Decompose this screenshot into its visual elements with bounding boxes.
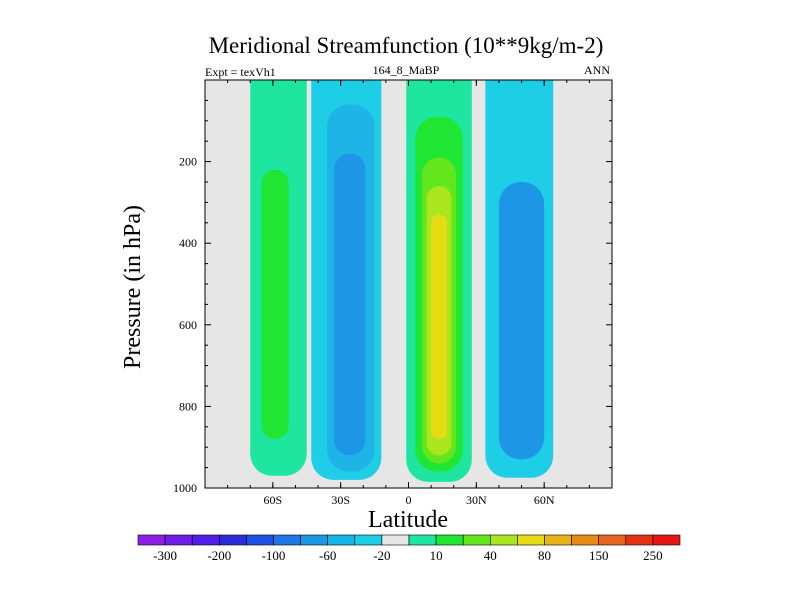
- season-label: ANN: [584, 63, 610, 77]
- colorbar: [137, 534, 681, 546]
- y-axis-label: Pressure (in hPa): [120, 205, 146, 369]
- x-tick-label: 30N: [466, 493, 487, 507]
- colorbar-swatch: [517, 534, 545, 546]
- colorbar-swatch: [435, 534, 464, 546]
- experiment-label: Expt = texVh1: [205, 65, 276, 79]
- colorbar-label: -100: [262, 548, 286, 563]
- y-tick-label: 400: [179, 236, 197, 250]
- colorbar-swatch: [219, 534, 247, 546]
- colorbar-label: 80: [538, 548, 551, 563]
- colorbar-swatch: [571, 534, 599, 546]
- colorbar-swatch: [408, 534, 437, 546]
- colorbar-label: 250: [643, 548, 663, 563]
- y-tick-label: 1000: [173, 481, 197, 495]
- colorbar-swatch: [462, 534, 491, 546]
- colorbar-swatch: [191, 534, 220, 546]
- colorbar-swatch: [652, 534, 681, 546]
- y-tick-label: 600: [179, 318, 197, 332]
- colorbar-label: 40: [484, 548, 497, 563]
- contour-field: [250, 80, 554, 482]
- colorbar-swatch: [489, 534, 518, 546]
- y-tick-label: 200: [179, 155, 197, 169]
- x-axis: 60S 30S 0 30N 60N: [227, 80, 590, 507]
- colorbar-label: -200: [207, 548, 231, 563]
- nh-outer-cell-core: [498, 182, 545, 460]
- center-label: 164_8_MaBP: [373, 63, 440, 77]
- x-tick-label: 30S: [331, 493, 350, 507]
- colorbar-swatch: [273, 534, 301, 546]
- x-tick-label: 60N: [534, 493, 555, 507]
- colorbar-swatch: [246, 534, 274, 546]
- colorbar-label: -300: [153, 548, 177, 563]
- colorbar-swatch: [164, 534, 193, 546]
- colorbar-swatch: [544, 534, 572, 546]
- x-axis-label: Latitude: [368, 507, 448, 533]
- hadley-nh-cell-core: [431, 214, 447, 440]
- colorbar-label: -20: [373, 548, 390, 563]
- colorbar-labels: -300 -200 -100 -60 -20 10 40 80 150 250: [153, 548, 662, 563]
- x-tick-label: 60S: [263, 493, 282, 507]
- sh-ferrel-cell-core: [261, 169, 289, 440]
- colorbar-swatch: [137, 534, 166, 546]
- y-axis: 200 400 600 800 1000: [173, 99, 612, 495]
- colorbar-swatch: [300, 534, 329, 546]
- colorbar-swatch: [625, 534, 654, 546]
- sh-tropical-cell-core: [333, 153, 366, 456]
- colorbar-swatch: [354, 534, 383, 546]
- colorbar-swatch: [327, 534, 356, 546]
- y-tick-label: 800: [179, 399, 197, 413]
- colorbar-label: -60: [319, 548, 336, 563]
- colorbar-label: 10: [430, 548, 443, 563]
- chart-title: Meridional Streamfunction (10**9kg/m-2): [209, 33, 604, 58]
- colorbar-label: 150: [589, 548, 609, 563]
- colorbar-swatch: [381, 534, 410, 546]
- x-tick-label: 0: [406, 493, 412, 507]
- colorbar-swatch: [598, 534, 627, 546]
